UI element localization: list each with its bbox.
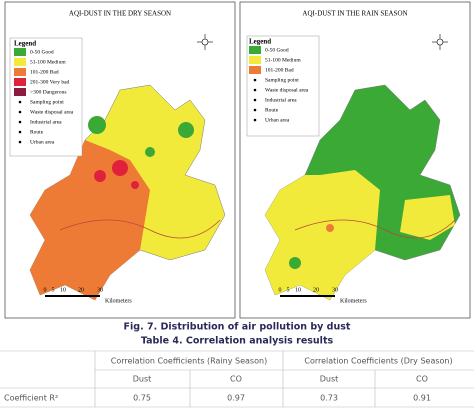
legend-label: Sampling point [265,77,299,83]
legend-label: Urban area [265,117,290,123]
legend-label: Waste disposal area [265,87,309,93]
scale-label: 20 [78,287,84,293]
legend-swatch [14,78,26,86]
legend-label: 51-100 Medium [30,59,66,65]
scale-label: 0 [44,287,47,293]
table-caption: Table 4. Correlation analysis results [141,336,334,347]
legend-label: 101-200 Bad [265,67,294,73]
legend-swatch [249,46,261,54]
scale-unit: Kilometers [340,298,367,304]
scale-label: 30 [97,287,103,293]
map-title: AQI-DUST IN THE RAIN SEASON [302,10,407,18]
legend-symbol [253,118,257,122]
legend-label: Waste disposal area [30,109,74,115]
table-subheader: Dust [320,375,339,384]
legend-symbol [253,78,257,82]
scale-label: 5 [52,287,55,293]
scale-unit: Kilometers [105,298,132,304]
table-subheader: Dust [133,375,152,384]
table-cell: 0.91 [413,394,431,403]
legend-symbol [18,120,22,124]
scale-label: 10 [60,287,66,293]
legend-symbol [253,108,257,112]
legend-label: Industrial area [265,97,297,103]
table-subheader: CO [230,375,242,384]
legend-label: Route [265,107,279,113]
table-header: Correlation Coefficients (Dry Season) [304,357,452,366]
legend-label: Urban area [30,139,55,145]
legend-swatch [14,58,26,66]
legend-swatch [249,56,261,64]
table [0,350,474,408]
table-subheader: CO [416,375,428,384]
legend-label: 0-50 Good [265,47,289,53]
legend-symbol [253,88,257,92]
table-cell: 0.97 [227,394,245,403]
legend-label: >300 Dangerous [30,89,67,95]
legend-label: Route [30,129,44,135]
table-cell: 0.73 [320,394,338,403]
legend-label: Sampling point [30,99,64,105]
table-cell: Coefficient R² [4,394,58,403]
legend-symbol [18,100,22,104]
figure-caption: Fig. 7. Distribution of air pollution by… [124,322,351,333]
legend-label: 201-300 Very bad [30,79,70,85]
legend-label: 0-50 Good [30,49,54,55]
legend-title: Legend [249,38,271,46]
legend-symbol [18,130,22,134]
legend-label: Industrial area [30,119,62,125]
scale-label: 20 [313,287,319,293]
legend-swatch [14,68,26,76]
legend-swatch [14,88,26,96]
table-cell: 0.75 [133,394,151,403]
table-header: Correlation Coefficients (Rainy Season) [111,357,267,366]
legend-swatch [14,48,26,56]
legend-symbol [253,98,257,102]
scale-label: 0 [279,287,282,293]
legend-title: Legend [14,40,36,48]
legend-swatch [249,66,261,74]
map-title: AQI-DUST IN THE DRY SEASON [69,10,171,18]
scale-label: 10 [295,287,301,293]
legend-symbol [18,140,22,144]
scale-label: 30 [332,287,338,293]
scale-label: 5 [287,287,290,293]
legend-label: 51-100 Medium [265,57,301,63]
legend-label: 101-200 Bad [30,69,59,75]
map-left [4,1,236,319]
map-right [239,1,471,319]
legend-symbol [18,110,22,114]
